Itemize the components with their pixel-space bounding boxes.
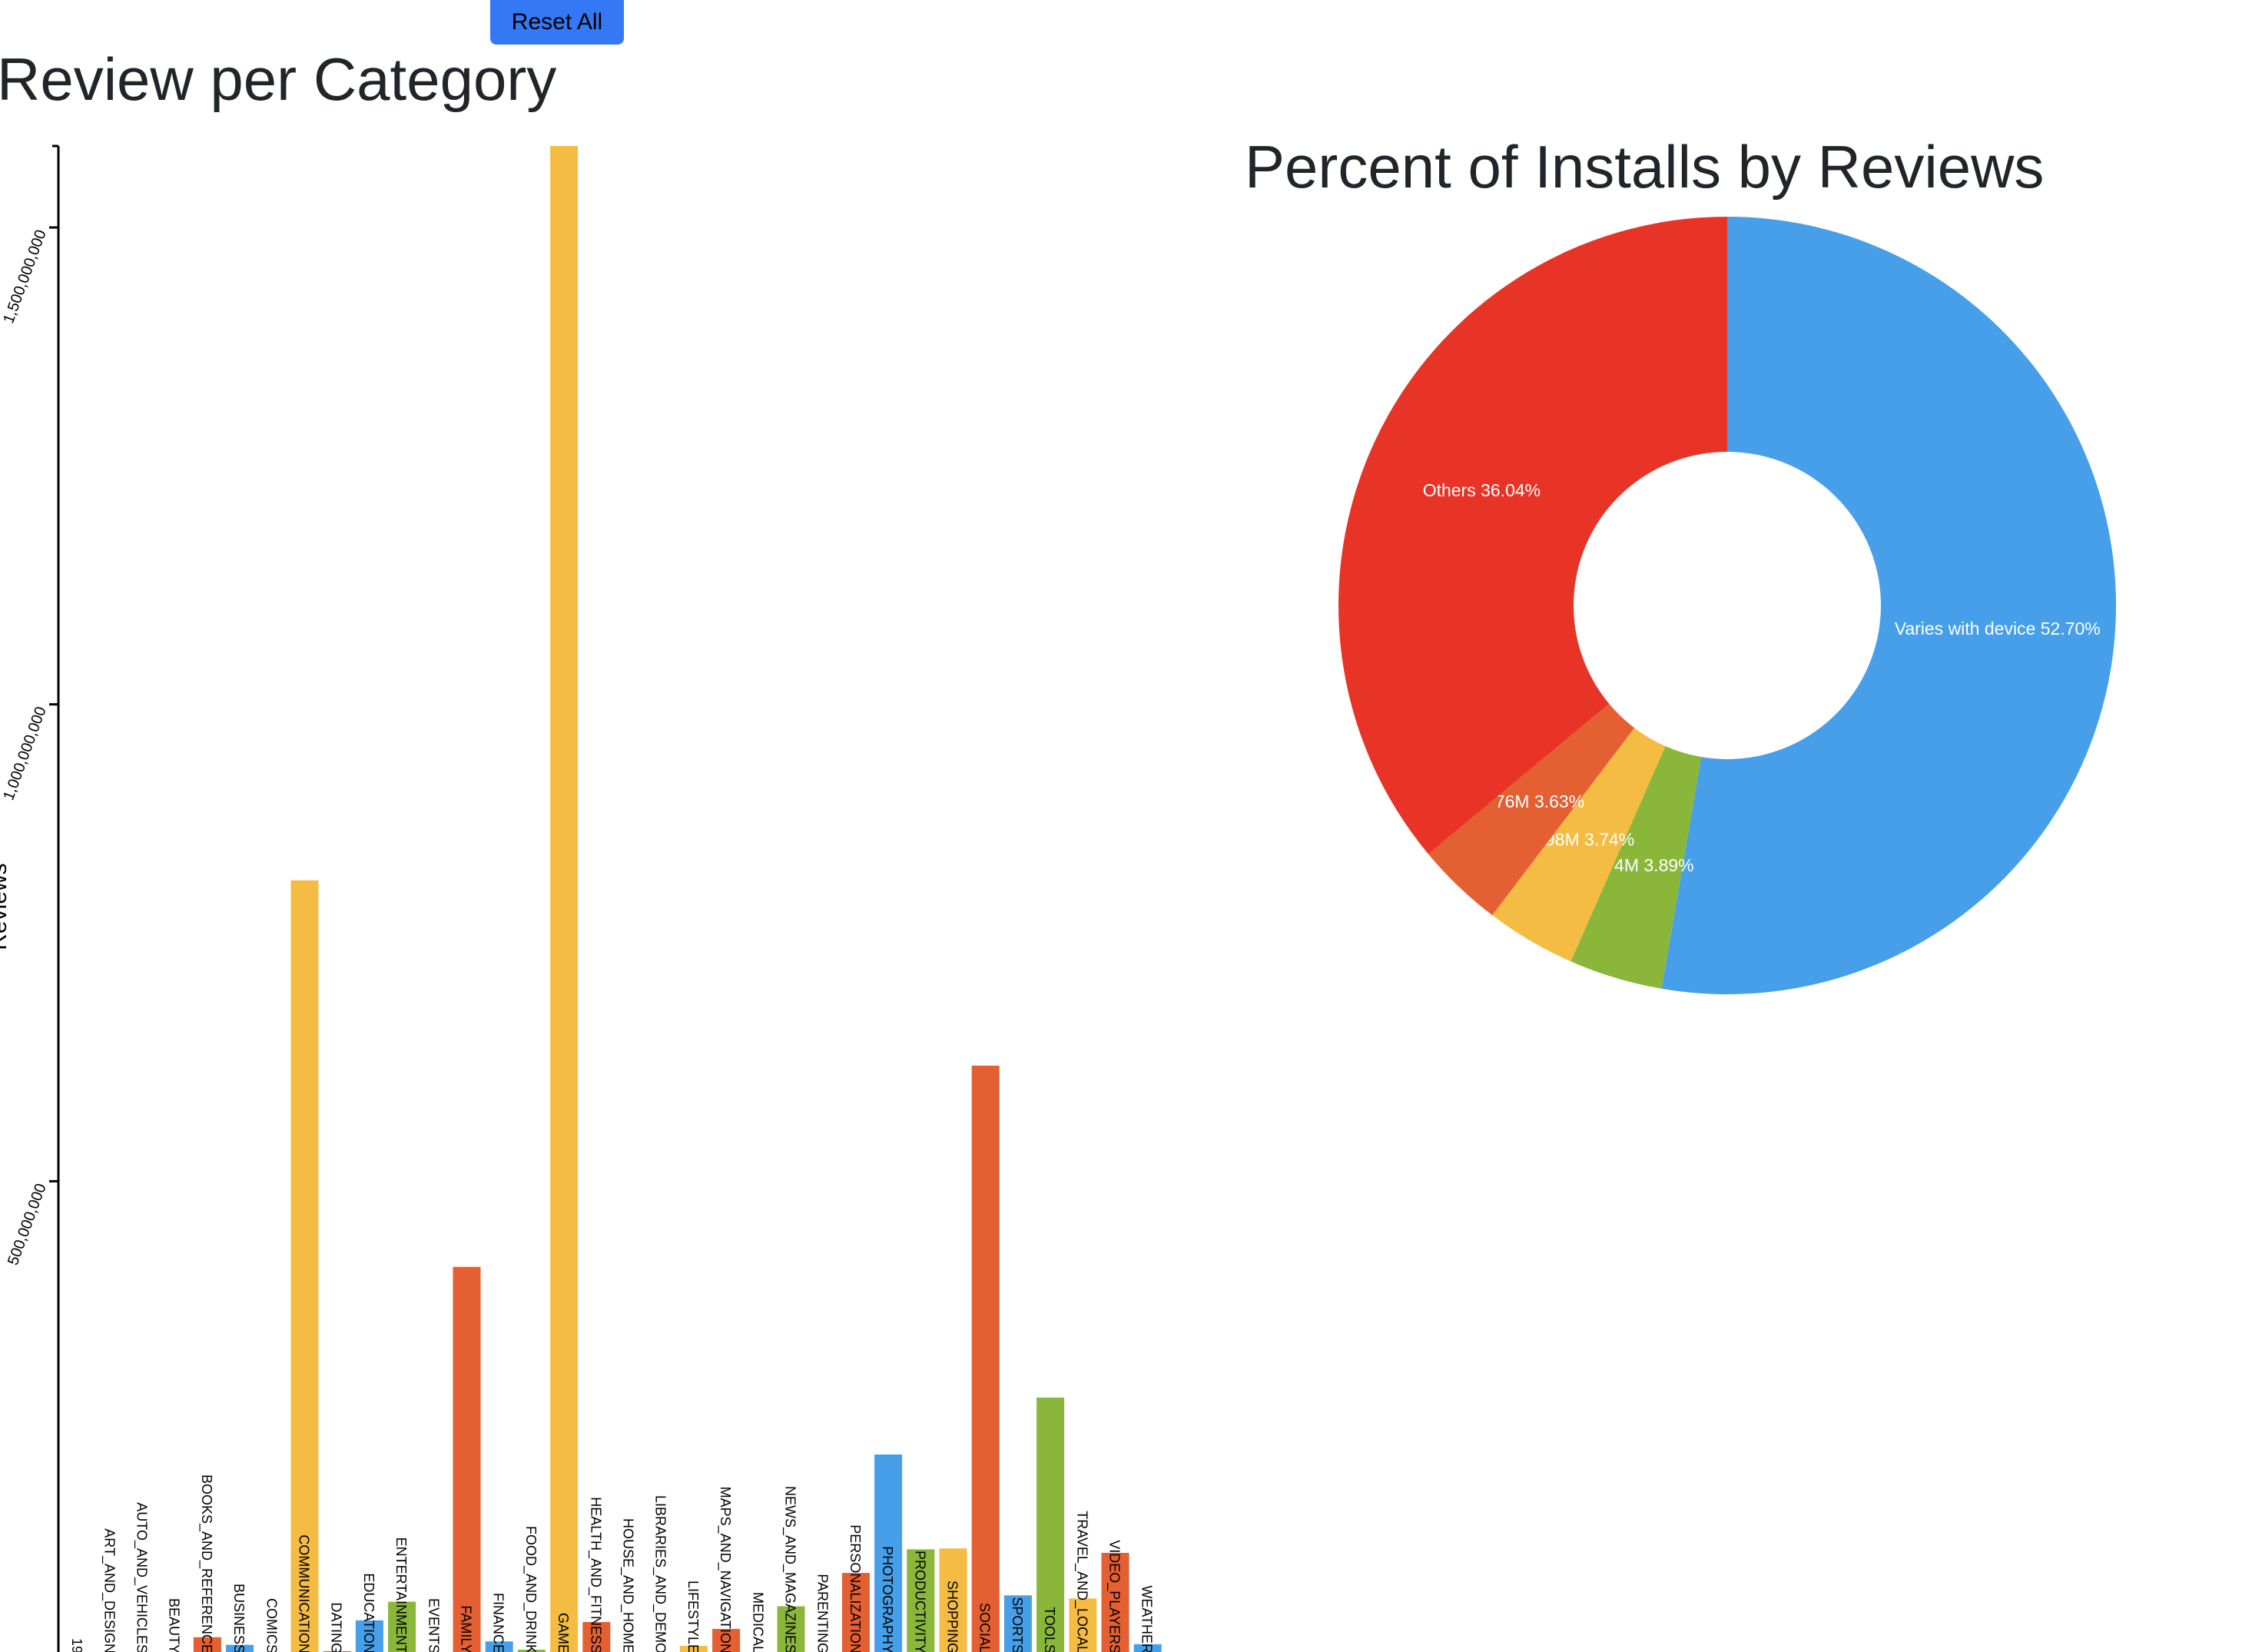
x-tick-label: VIDEO_PLAYERS (1106, 1540, 1123, 1652)
bar-productivity (907, 1549, 935, 1652)
x-tick-label: GAME (556, 1613, 571, 1652)
pie-slice-label: 76M 3.63% (1495, 791, 1584, 811)
bar-personalization (841, 1573, 870, 1652)
x-tick-label: SPORTS (1010, 1597, 1025, 1652)
x-tick-label: EDUCATION (361, 1573, 376, 1652)
pie-slice-label: 74M 3.89% (1604, 855, 1693, 875)
x-tick-label: COMMUNICATION (297, 1534, 312, 1652)
x-tick-label: DATING (329, 1602, 344, 1652)
x-tick-label: PARENTING (815, 1574, 831, 1652)
pie-slice-label: Varies with device 52.70% (1895, 619, 2101, 639)
bar-family (453, 1266, 481, 1652)
pie-slice-label: 98M 3.74% (1545, 829, 1634, 849)
y-tick-label: 500,000,000 (5, 1182, 50, 1268)
x-tick-label: TRAVEL_AND_LOCAL (1073, 1511, 1090, 1652)
bar-shopping (939, 1548, 967, 1652)
bar-chart: 0500,000,0001,000,000,0001,500,000,000Re… (0, 144, 1162, 1652)
bar-news_and_magazines (777, 1606, 805, 1652)
bar-dating (323, 1650, 351, 1652)
pie-slice-98m (1492, 728, 1666, 962)
x-tick-label: ENTERTAINMENT (393, 1538, 409, 1652)
x-tick-label: AUTO_AND_VEHICLES (134, 1502, 150, 1652)
reset-all-button[interactable]: Reset All (490, 0, 624, 45)
bar-lifestyle (679, 1646, 708, 1652)
x-tick-label: EVENTS (426, 1598, 441, 1652)
x-tick-label: MEDICAL (750, 1592, 765, 1652)
x-tick-label: NEWS_AND_MAGAZINES (782, 1486, 798, 1652)
bar-health_and_fitness (582, 1621, 611, 1652)
bar-photography (874, 1454, 903, 1652)
bar-education (355, 1620, 383, 1652)
bar-travel_and_local (1069, 1598, 1097, 1652)
x-tick-label: BUSINESS (231, 1584, 247, 1652)
bar-chart-title: Review per Category (0, 45, 557, 113)
bar-video_players (1101, 1552, 1129, 1652)
y-axis-label: Reviews (0, 863, 12, 950)
bar-communication (290, 880, 319, 1652)
x-tick-label: PRODUCTIVITY (912, 1551, 927, 1652)
x-tick-label: LIFESTYLE (685, 1581, 701, 1652)
y-tick-label: 1,500,000,000 (0, 227, 49, 326)
donut-chart: Varies with device 52.70% 74M 3.89% 98M 3.… (1338, 216, 2116, 994)
x-tick-label: MAPS_AND_NAVIGATION (717, 1487, 733, 1652)
bar-game (550, 146, 579, 1652)
bar-sports (1003, 1595, 1032, 1652)
x-tick-label: BOOKS_AND_REFERENCE (198, 1475, 214, 1652)
pie-slice-others (1338, 216, 1727, 854)
x-tick-label: SHOPPING (945, 1581, 960, 1652)
pie-chart-title: Percent of Installs by Reviews (1245, 133, 2045, 201)
x-tick-label: TOOLS (1042, 1607, 1057, 1652)
x-tick-label: WEATHER (1139, 1585, 1155, 1652)
x-tick-label: HOUSE_AND_HOME (620, 1518, 636, 1652)
pie-slice-label: Others 36.04% (1423, 480, 1541, 500)
pie-slice-74m (1570, 746, 1702, 989)
pie-slice-76m (1428, 703, 1635, 916)
x-tick-label: PERSONALIZATION (847, 1524, 863, 1652)
pie-slice-varies-with-device (1661, 217, 2116, 994)
bar-business (226, 1644, 254, 1652)
y-tick-label: 1,000,000,000 (0, 705, 49, 803)
bar-maps_and_navigation (712, 1628, 741, 1652)
x-tick-label: FINANCE (491, 1593, 506, 1652)
bar-entertainment (388, 1601, 416, 1652)
x-tick-label: COMICS (264, 1598, 279, 1652)
bar-finance (485, 1641, 513, 1652)
x-tick-label: FAMILY (459, 1605, 474, 1652)
bar-tools (1036, 1397, 1065, 1652)
x-tick-label: PHOTOGRAPHY (880, 1546, 895, 1652)
x-tick-label: FOOD_AND_DRINK (522, 1526, 539, 1652)
x-tick-label: BEAUTY (167, 1598, 182, 1652)
bar-food_and_drink (517, 1649, 546, 1652)
bar-social (971, 1065, 1000, 1652)
bar-books_and_reference (193, 1637, 221, 1652)
x-tick-label: HEALTH_AND_FITNESS (587, 1497, 603, 1652)
x-tick-label: LIBRARIES_AND_DEMO (652, 1495, 668, 1652)
bar-weather (1133, 1644, 1162, 1652)
x-tick-label: SOCIAL (977, 1603, 993, 1652)
x-tick-label: ART_AND_DESIGN (101, 1528, 117, 1652)
x-tick-label: 19 (69, 1638, 85, 1652)
